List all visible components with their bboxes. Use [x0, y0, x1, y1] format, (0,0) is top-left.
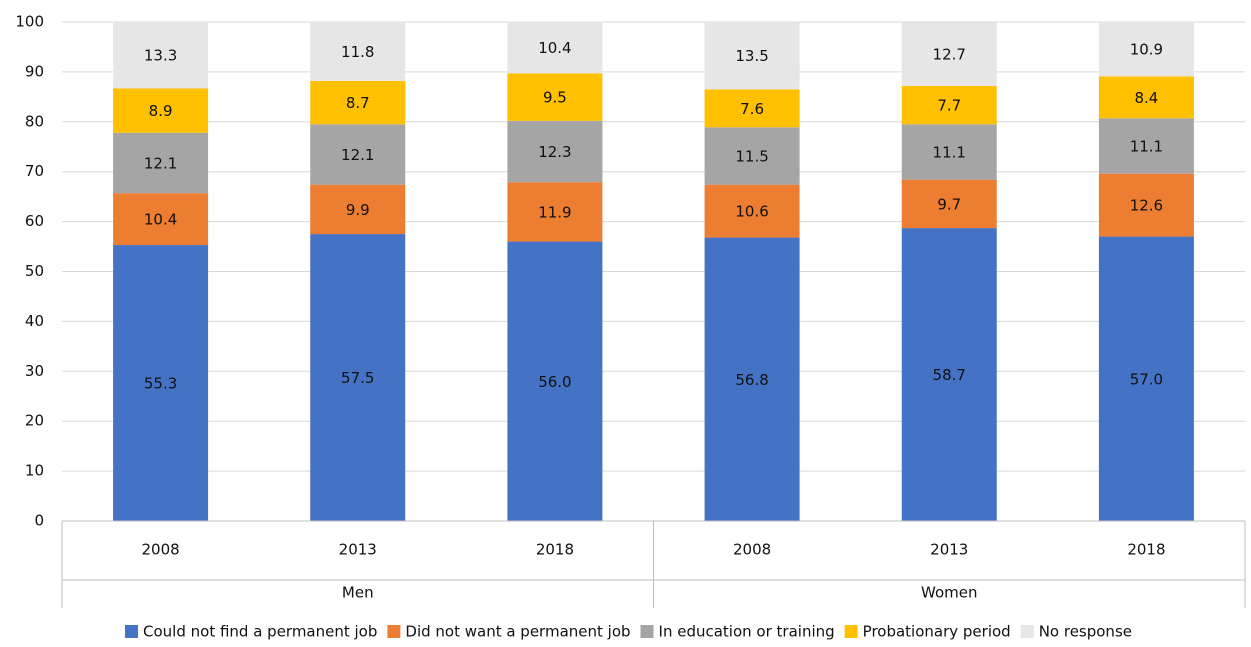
legend-label: Could not find a permanent job	[143, 623, 377, 641]
legend-label: No response	[1039, 623, 1132, 641]
data-label: 12.6	[1130, 197, 1163, 215]
bar-segment	[507, 241, 603, 521]
y-tick-label: 0	[34, 512, 44, 530]
data-label: 9.5	[543, 89, 567, 107]
data-label: 13.5	[735, 47, 768, 65]
bar-segment	[507, 182, 603, 242]
data-label: 56.0	[538, 373, 571, 391]
x-tick-label: 2008	[733, 541, 771, 559]
legend-swatch	[640, 625, 654, 638]
y-tick-label: 60	[25, 212, 44, 230]
data-label: 7.6	[740, 100, 764, 118]
data-label: 7.7	[937, 97, 961, 115]
y-tick-label: 50	[25, 262, 44, 280]
data-label: 10.6	[735, 203, 768, 221]
data-label: 12.1	[341, 146, 374, 164]
x-tick-label: 2013	[339, 541, 377, 559]
data-label: 12.1	[144, 154, 177, 172]
data-label: 58.7	[933, 366, 966, 384]
data-label: 8.9	[149, 102, 173, 120]
group-label: Men	[342, 584, 374, 602]
bar-segment	[1098, 173, 1194, 237]
bar-segment	[113, 132, 209, 194]
legend-label: Probationary period	[863, 623, 1011, 641]
bar-segment	[507, 21, 603, 74]
bar-segment	[1098, 22, 1194, 77]
bar-segment	[113, 193, 209, 246]
bar-segment	[310, 184, 406, 235]
data-label: 56.8	[735, 371, 768, 389]
x-tick-label: 2018	[536, 541, 574, 559]
bar-segment	[1098, 236, 1194, 521]
y-tick-label: 40	[25, 312, 44, 330]
data-label: 9.7	[937, 195, 961, 213]
bar-segment	[704, 22, 800, 90]
bar-segment	[704, 127, 800, 185]
y-tick-label: 20	[25, 412, 44, 430]
bar-segment	[507, 120, 603, 183]
bar-segment	[901, 22, 997, 86]
bar-segment	[901, 85, 997, 125]
bar-segment	[310, 22, 406, 81]
bar-segment	[113, 22, 209, 89]
y-tick-label: 90	[25, 62, 44, 80]
data-label: 11.8	[341, 43, 374, 61]
bar-segment	[901, 179, 997, 229]
y-tick-label: 100	[15, 13, 44, 31]
data-label: 9.9	[346, 201, 370, 219]
legend-swatch	[844, 625, 858, 638]
data-label: 12.3	[538, 143, 571, 161]
bar-segment	[901, 124, 997, 180]
y-tick-label: 10	[25, 462, 44, 480]
data-label: 10.4	[144, 211, 177, 229]
bar-segment	[704, 237, 800, 521]
bar-segment	[113, 88, 209, 133]
x-tick-label: 2013	[930, 541, 968, 559]
legend-swatch	[125, 625, 139, 638]
data-label: 11.1	[933, 143, 966, 161]
legend-label: In education or training	[659, 623, 835, 641]
x-tick-label: 2018	[1127, 541, 1165, 559]
bar-segment	[704, 184, 800, 238]
y-tick-label: 30	[25, 362, 44, 380]
data-label: 13.3	[144, 47, 177, 65]
bar-segment	[1098, 118, 1194, 174]
data-label: 11.5	[735, 147, 768, 165]
bar-segment	[901, 228, 997, 521]
data-label: 57.5	[341, 369, 374, 387]
group-label: Women	[921, 584, 977, 602]
data-label: 55.3	[144, 375, 177, 393]
bar-segment	[310, 234, 406, 521]
bar-segment	[113, 245, 209, 522]
legend-swatch	[1020, 625, 1034, 638]
data-label: 11.9	[538, 203, 571, 221]
x-tick-label: 2008	[141, 541, 179, 559]
bar-segment	[1098, 76, 1194, 119]
legend-swatch	[387, 625, 401, 638]
data-label: 12.7	[933, 46, 966, 64]
bar-segment	[704, 89, 800, 128]
data-label: 8.4	[1134, 89, 1158, 107]
legend-label: Did not want a permanent job	[405, 623, 630, 641]
bar-segment	[310, 80, 406, 125]
data-label: 57.0	[1130, 370, 1163, 388]
data-label: 8.7	[346, 94, 370, 112]
bar-segment	[507, 73, 603, 121]
bar-segment	[310, 124, 406, 185]
data-label: 10.4	[538, 39, 571, 57]
data-label: 10.9	[1130, 41, 1163, 59]
y-tick-label: 80	[25, 112, 44, 130]
data-label: 11.1	[1130, 138, 1163, 156]
y-tick-label: 70	[25, 162, 44, 180]
